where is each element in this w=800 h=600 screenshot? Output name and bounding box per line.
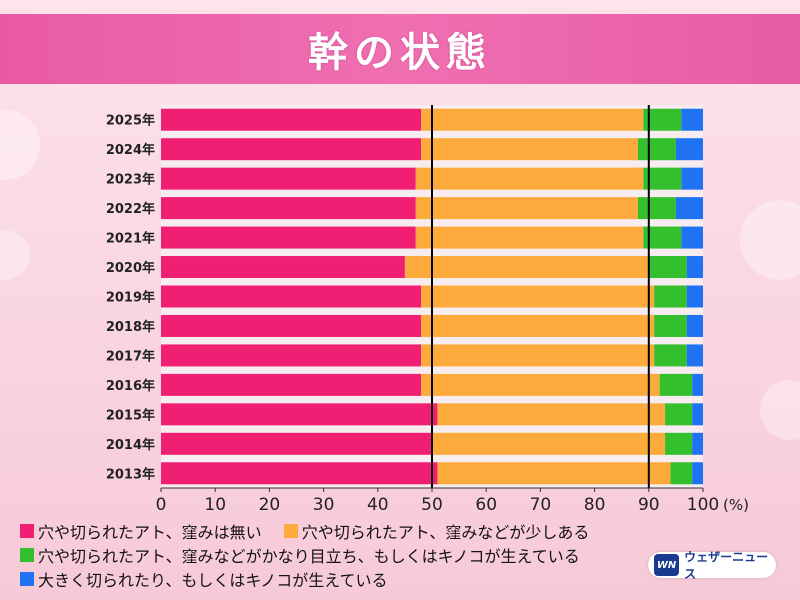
bar-segment-2 <box>415 197 638 220</box>
legend-swatch-2 <box>283 524 298 538</box>
bar-segment-2 <box>437 403 666 426</box>
bar-segment-3 <box>659 373 693 396</box>
legend-swatch-4 <box>20 572 34 586</box>
bar-segment-1 <box>161 285 422 308</box>
bar-segment-2 <box>421 373 660 396</box>
legend-label-3: 穴や切られたアト、窪みなどがかなり目立ち、もしくはキノコが生えている <box>38 547 580 566</box>
y-tick-label: 2019年 <box>106 290 155 306</box>
x-tick-label: 70 <box>530 495 552 515</box>
y-tick-label: 2014年 <box>106 437 155 453</box>
bar-segment-4 <box>686 314 703 337</box>
y-tick-label: 2024年 <box>106 142 155 158</box>
bar-segment-4 <box>686 344 703 367</box>
y-tick-label: 2020年 <box>106 260 155 276</box>
bar-segment-1 <box>161 167 416 190</box>
bar-segment-4 <box>681 226 703 249</box>
wn-logo-icon: WN <box>654 554 680 576</box>
y-tick-label: 2025年 <box>106 113 155 129</box>
bar-segment-2 <box>437 462 671 485</box>
bar-segment-1 <box>161 314 422 337</box>
x-unit-label: (%) <box>723 496 749 514</box>
x-tick-label: 20 <box>259 495 281 515</box>
legend-row-3: 大きく切られたり、もしくはキノコが生えている <box>20 567 387 591</box>
y-tick-label: 2023年 <box>106 172 155 188</box>
bar-segment-1 <box>161 462 438 485</box>
y-tick-label: 2021年 <box>106 231 155 247</box>
x-tick-label: 90 <box>638 495 660 515</box>
legend-label-1: 穴や切られたアト、窪みは無い <box>38 523 262 542</box>
x-tick-label: 30 <box>313 495 335 515</box>
bar-segment-4 <box>692 462 703 485</box>
x-tick-label: 0 <box>156 495 167 515</box>
bar-segment-2 <box>432 432 666 455</box>
bar-segment-1 <box>161 197 416 220</box>
chart-title: 幹の状態 <box>308 30 492 76</box>
x-tick-label: 40 <box>367 495 389 515</box>
bar-segment-4 <box>692 432 703 455</box>
bar-segment-3 <box>654 314 687 337</box>
bar-segment-2 <box>421 285 655 308</box>
bar-segment-3 <box>643 167 682 190</box>
bar-segment-1 <box>161 432 432 455</box>
bar-segment-2 <box>421 108 644 131</box>
bar-segment-3 <box>637 197 676 220</box>
decor-petal <box>740 200 800 280</box>
y-tick-label: 2017年 <box>106 348 155 364</box>
bar-segment-2 <box>415 226 644 249</box>
bar-segment-3 <box>654 285 687 308</box>
decor-petal <box>760 380 800 440</box>
bar-segment-2 <box>421 138 638 161</box>
logo-text: ウェザーニュース <box>684 550 769 581</box>
bar-segment-2 <box>421 314 655 337</box>
x-tick-label: 60 <box>475 495 497 515</box>
legend-swatch-1 <box>20 524 34 538</box>
bar-segment-4 <box>692 373 703 396</box>
bar-segment-1 <box>161 344 422 367</box>
bar-segment-2 <box>421 344 655 367</box>
legend-row-2: 穴や切られたアト、窪みなどがかなり目立ち、もしくはキノコが生えている <box>20 543 580 567</box>
x-tick-label: 10 <box>204 495 226 515</box>
bar-segment-1 <box>161 373 422 396</box>
bar-segment-1 <box>161 108 422 131</box>
bar-segment-3 <box>643 226 682 249</box>
y-tick-label: 2018年 <box>106 319 155 335</box>
bar-segment-1 <box>161 226 416 249</box>
bar-segment-4 <box>675 138 703 161</box>
legend-swatch-3 <box>20 548 34 562</box>
bar-segment-4 <box>692 403 703 426</box>
bar-segment-4 <box>681 108 703 131</box>
y-tick-label: 2013年 <box>106 466 155 482</box>
legend-label-2: 穴や切られたアト、窪みなどが少しある <box>301 523 590 542</box>
bar-segment-4 <box>681 167 703 190</box>
bar-segment-3 <box>665 432 693 455</box>
bar-segment-4 <box>686 256 703 279</box>
weathernews-logo: WN ウェザーニュース <box>648 550 776 581</box>
bar-segment-1 <box>161 138 422 161</box>
y-tick-label: 2022年 <box>106 201 155 217</box>
x-tick-label: 50 <box>421 495 443 515</box>
legend-label-4: 大きく切られたり、もしくはキノコが生えている <box>38 571 388 590</box>
bar-segment-3 <box>654 344 687 367</box>
bar-segment-1 <box>161 403 438 426</box>
bar-segment-3 <box>648 256 687 279</box>
bar-segment-3 <box>670 462 693 485</box>
y-tick-label: 2016年 <box>106 378 155 394</box>
x-tick-label: 100 <box>687 495 719 515</box>
x-tick-label: 80 <box>584 495 606 515</box>
bar-segment-3 <box>637 138 676 161</box>
bar-segment-3 <box>643 108 682 131</box>
bar-segment-3 <box>665 403 693 426</box>
bar-segment-2 <box>404 256 649 279</box>
title-banner: 幹の状態 <box>0 14 800 84</box>
bar-segment-1 <box>161 256 405 279</box>
bar-segment-4 <box>686 285 703 308</box>
legend-row-1: 穴や切られたアト、窪みは無い 穴や切られたアト、窪みなどが少しある <box>20 519 589 543</box>
y-tick-label: 2015年 <box>106 407 155 423</box>
bar-segment-2 <box>415 167 644 190</box>
bar-segment-4 <box>675 197 703 220</box>
